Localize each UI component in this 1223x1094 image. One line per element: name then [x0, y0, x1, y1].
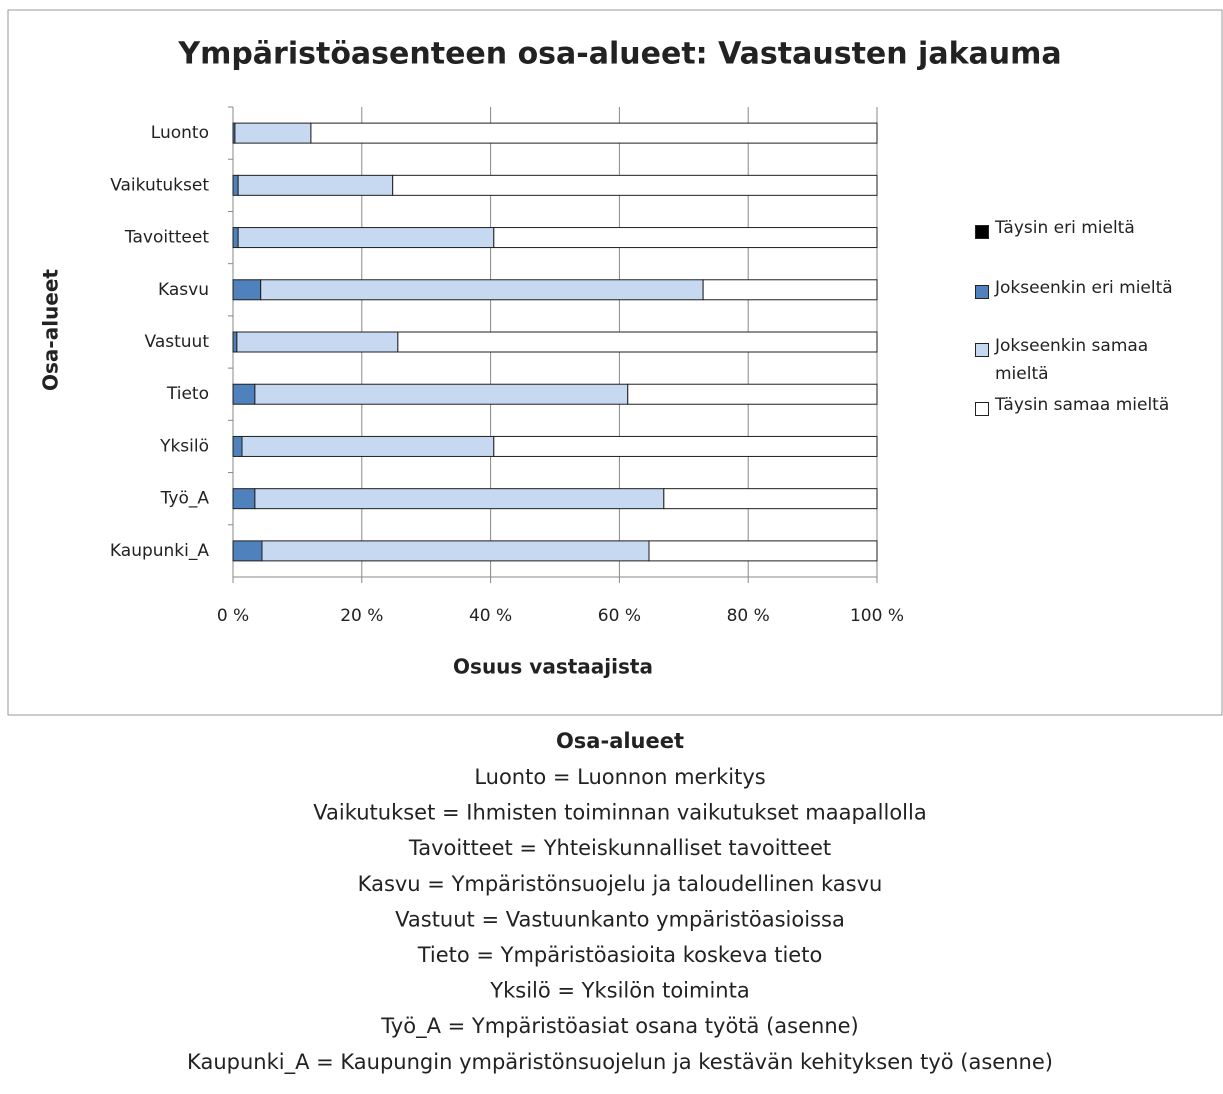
y-tick-label: Vaikutukset: [110, 175, 209, 195]
bar-segment: [232, 540, 263, 562]
notes-line: Vastuut = Vastuunkanto ympäristöasioissa: [395, 907, 845, 931]
bar-segment: [261, 540, 650, 562]
y-axis-label: Osa-alueet: [39, 269, 63, 391]
bar-segment: [627, 383, 878, 405]
bar-segment: [254, 383, 629, 405]
notes-line: Tavoitteet = Yhteiskunnalliset tavoittee…: [408, 836, 831, 860]
notes-line: Kaupunki_A = Kaupungin ympäristönsuojelu…: [187, 1050, 1053, 1075]
legend-swatch: [975, 402, 989, 416]
legend-label: Täysin samaa mieltä: [995, 395, 1170, 415]
bar-segment: [392, 174, 878, 196]
bar-segment: [493, 435, 878, 457]
notes-line: Vaikutukset = Ihmisten toiminnan vaikutu…: [313, 801, 926, 825]
bar-segment: [234, 122, 312, 144]
legend-label: Jokseenkin eri mieltä: [995, 278, 1173, 298]
legend-label: Jokseenkin samaa mieltä: [995, 336, 1149, 384]
x-tick-label: 60 %: [598, 606, 641, 626]
notes-line: Kasvu = Ympäristönsuojelu ja taloudellin…: [358, 872, 883, 896]
x-axis-label: Osuus vastaajista: [453, 655, 653, 679]
bar-segment: [260, 279, 704, 301]
bar-segment: [237, 227, 495, 249]
notes-line: Luonto = Luonnon merkitys: [474, 765, 765, 789]
legend-swatch: [975, 285, 989, 299]
bar-segment: [236, 331, 399, 353]
bar-segment: [232, 383, 256, 405]
notes-title: Osa-alueet: [556, 729, 684, 753]
y-tick-label: Tavoitteet: [124, 228, 209, 248]
y-tick-label: Tieto: [166, 384, 209, 404]
notes-line: Työ_A = Ympäristöasiat osana työtä (asen…: [380, 1014, 859, 1039]
legend-item: Täysin eri mieltä: [975, 218, 1190, 242]
notes-line: Tieto = Ympäristöasioita koskeva tieto: [417, 943, 823, 967]
legend-item: Jokseenkin eri mieltä: [975, 278, 1190, 302]
bar-segment: [241, 435, 495, 457]
notes-line: Yksilö = Yksilön toiminta: [489, 979, 749, 1003]
legend-item: Täysin samaa mieltä: [975, 395, 1190, 419]
bar-segment: [310, 122, 878, 144]
bar-segment: [232, 227, 239, 249]
y-tick-label: Kaupunki_A: [110, 541, 209, 561]
y-tick-label: Yksilö: [159, 436, 209, 456]
legend-swatch: [975, 225, 989, 239]
legend-label: Täysin eri mieltä: [995, 218, 1135, 238]
y-tick-label: Työ_A: [160, 489, 210, 509]
bar-segment: [232, 174, 239, 196]
x-tick-label: 40 %: [469, 606, 512, 626]
x-tick-label: 0 %: [217, 606, 249, 626]
bar-segment: [232, 435, 243, 457]
y-tick-label: Kasvu: [158, 280, 209, 300]
bar-segment: [702, 279, 878, 301]
bar-segment: [397, 331, 878, 353]
legend-item: Jokseenkin samaa mieltä: [975, 336, 1190, 388]
x-tick-label: 80 %: [727, 606, 770, 626]
bar-segment: [254, 488, 665, 510]
bar-segment: [648, 540, 878, 562]
bar-segment: [232, 279, 262, 301]
bar-segment: [663, 488, 878, 510]
y-tick-label: Luonto: [151, 123, 209, 143]
chart-title: Ympäristöasenteen osa-alueet: Vastausten…: [177, 37, 1061, 72]
bar-segment: [493, 227, 878, 249]
x-tick-label: 100 %: [850, 606, 904, 626]
x-tick-label: 20 %: [340, 606, 383, 626]
bar-segment: [232, 488, 256, 510]
bar-segment: [232, 331, 238, 353]
bar-segment: [237, 174, 394, 196]
legend-swatch: [975, 343, 989, 357]
y-tick-label: Vastuut: [145, 332, 210, 352]
